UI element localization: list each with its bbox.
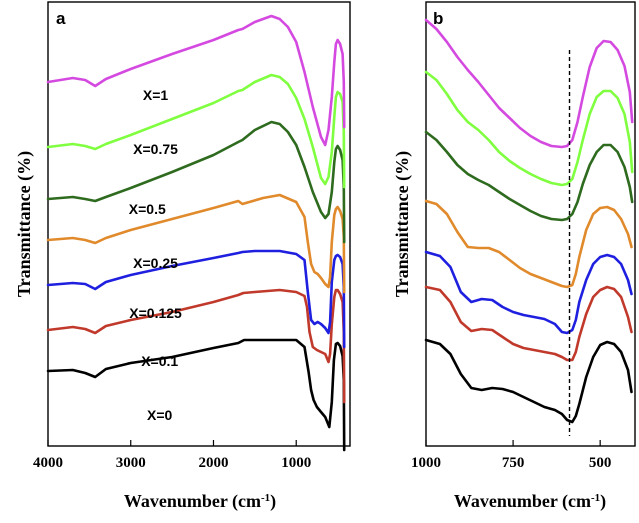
panel-a-frame xyxy=(47,1,351,447)
panel-a-series-x-1 xyxy=(46,14,346,147)
panel-a-letter: a xyxy=(56,9,66,28)
panel-a-series-x-0-1 xyxy=(46,288,346,404)
series-label-x-0-1: X=0.1 xyxy=(141,353,178,369)
panel-a-curves xyxy=(46,14,346,452)
panel-b-letter: b xyxy=(433,9,443,28)
panel-a-y-axis-title: Transmittance (%) xyxy=(14,151,35,297)
panel-b-series-x-0-125 xyxy=(424,250,633,335)
panel-b-series-x-0-1 xyxy=(424,285,633,362)
panel-b-series-x-0-75 xyxy=(424,70,634,187)
panel-b-series-x-0-5 xyxy=(424,130,634,222)
x-tick-label-2000: 2000 xyxy=(198,455,228,471)
panel-b-frame xyxy=(425,1,636,447)
series-label-x-0-25: X=0.25 xyxy=(133,255,178,271)
panel-b-y-axis-title: Transmittance (%) xyxy=(392,151,413,297)
series-label-x-0-75: X=0.75 xyxy=(133,141,178,157)
series-label-x-0-125: X=0.125 xyxy=(129,305,182,321)
panel-b-series-x-1 xyxy=(424,18,634,149)
panel-a-series-labels: X=1 X=0.75 X=0.5 X=0.25 X=0.125 X=0.1 X=0 xyxy=(129,87,182,423)
x-tick-label-4000: 4000 xyxy=(33,455,63,471)
panel-a-series-x-0-25 xyxy=(46,193,346,294)
series-label-x-0: X=0 xyxy=(147,407,173,423)
x-tick-label-750: 750 xyxy=(502,455,525,471)
panel-b-curves xyxy=(424,18,634,424)
panel-a-series-x-0-75 xyxy=(46,73,346,189)
panel-b-series-x-0-25 xyxy=(424,199,633,289)
panel-a-x-axis-title: Wavenumber (cm-1) xyxy=(124,491,276,512)
panel-b-x-axis-title: Wavenumber (cm-1) xyxy=(454,491,606,512)
series-label-x-0-5: X=0.5 xyxy=(129,201,166,217)
x-tick-label-500: 500 xyxy=(589,455,612,471)
panel-a-x-ticks: 4000 3000 2000 1000 xyxy=(33,440,311,471)
x-tick-label-1000: 1000 xyxy=(411,455,441,471)
panel-a-series-x-0-5 xyxy=(46,120,346,244)
x-tick-label-3000: 3000 xyxy=(116,455,146,471)
panel-a-series-x-0-125 xyxy=(46,249,346,349)
panel-b-series-x-0 xyxy=(424,338,633,424)
panel-b: b 1000 750 500 Wavenumber (cm-1) Transmitt… xyxy=(392,1,636,512)
panel-a-series-x-0 xyxy=(46,338,346,452)
x-tick-label-1000: 1000 xyxy=(281,455,311,471)
panel-a: a X=1 X=0.75 X=0.5 X=0.25 X=0.125 X=0.1 X=0 40… xyxy=(14,1,351,512)
series-label-x-1: X=1 xyxy=(143,87,169,103)
panel-b-x-ticks: 1000 750 500 xyxy=(411,440,611,471)
